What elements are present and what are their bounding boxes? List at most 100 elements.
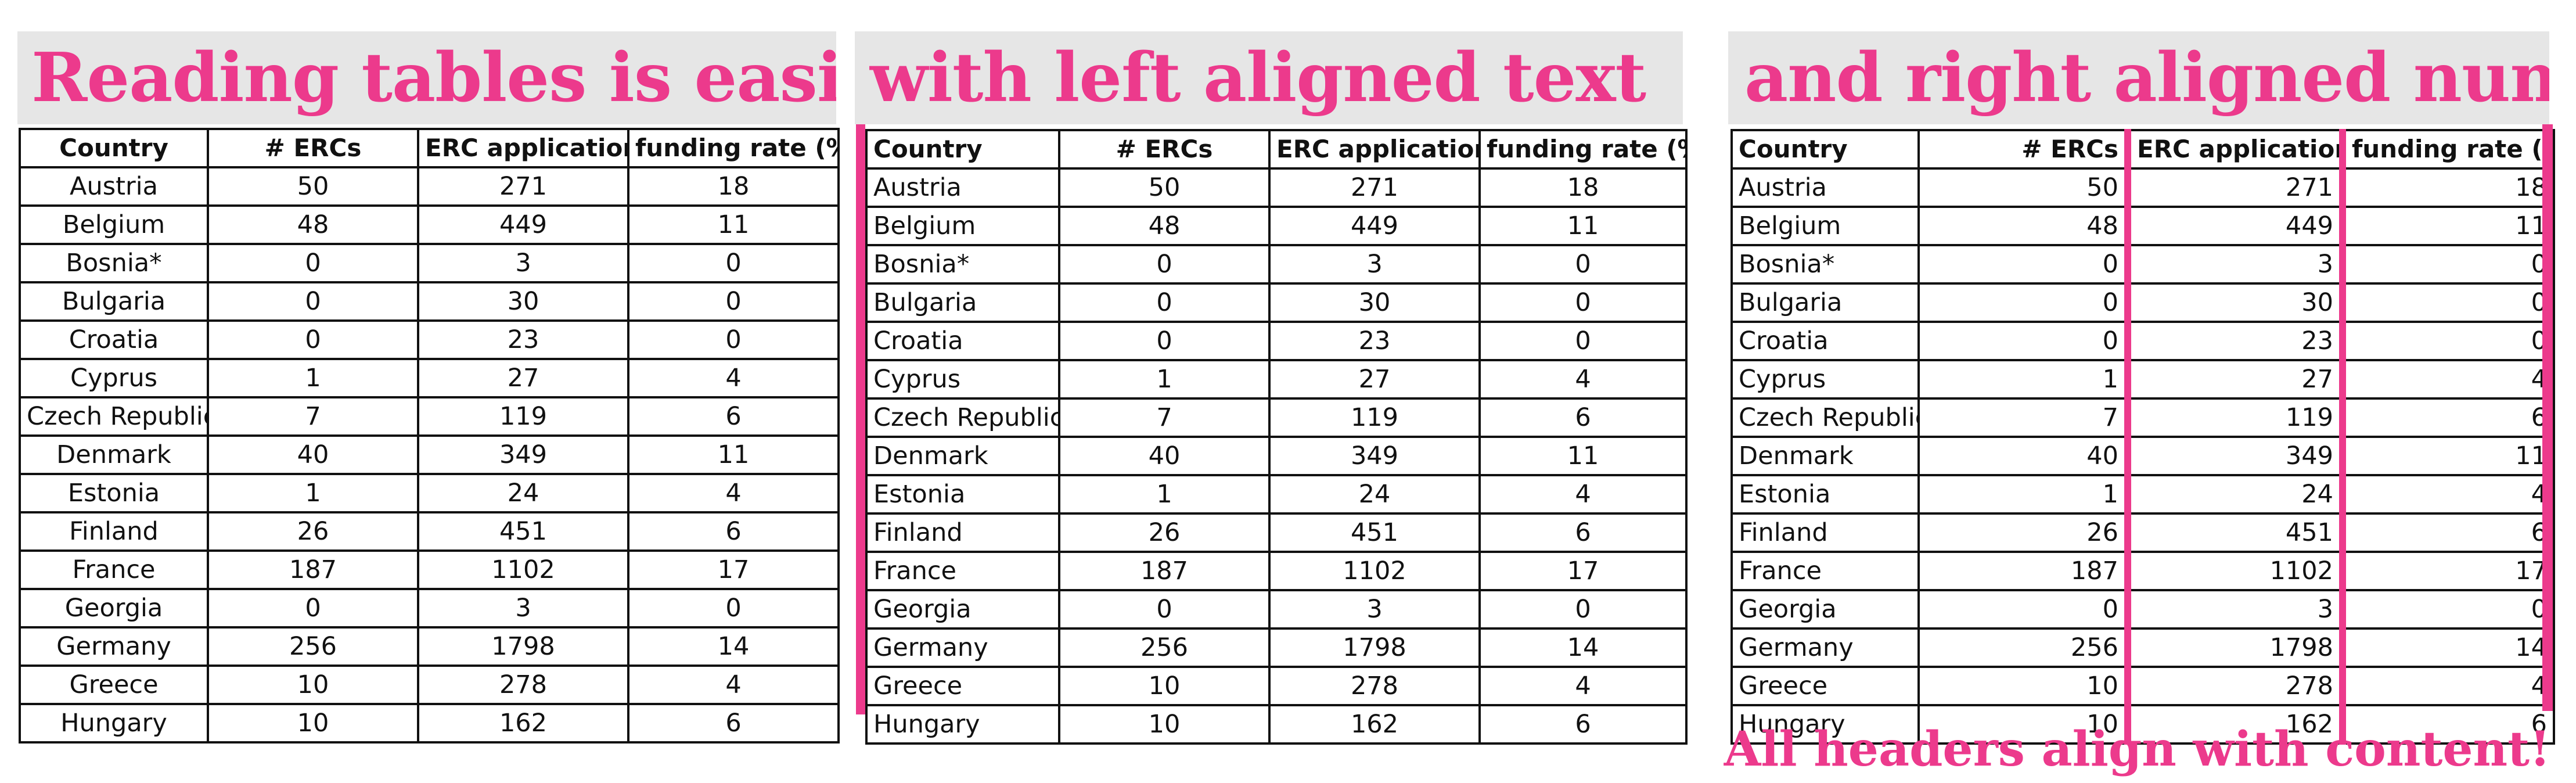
value-cell: 1102 (2127, 551, 2346, 591)
value-cell: 449 (417, 204, 629, 245)
country-cell: Georgia (1730, 589, 1920, 630)
value-cell: 162 (2127, 704, 2346, 745)
value-cell: 349 (417, 434, 629, 475)
value-cell: 0 (2341, 282, 2555, 323)
value-cell: 6 (1478, 704, 1688, 745)
value-cell: 48 (207, 204, 419, 245)
country-cell: Georgia (865, 589, 1060, 630)
country-cell: Bulgaria (865, 282, 1060, 323)
country-cell: Bosnia* (19, 243, 209, 283)
value-cell: 271 (417, 166, 629, 207)
value-cell: 119 (1268, 397, 1481, 438)
value-cell: 271 (1268, 167, 1481, 208)
value-cell: 7 (1058, 397, 1271, 438)
table-row: Croatia 0 23 0 (865, 321, 1688, 361)
country-cell: Czech Republic (19, 396, 209, 437)
headline-right: and right aligned numbers. (1728, 31, 2549, 124)
value-cell: 0 (2341, 321, 2555, 361)
country-cell: Greece (865, 666, 1060, 706)
value-cell: 11 (2341, 206, 2555, 246)
value-cell: 119 (2127, 397, 2346, 438)
value-cell: 30 (2127, 282, 2346, 323)
country-cell: Cyprus (865, 359, 1060, 400)
table-row: Croatia 0 23 0 (19, 319, 840, 360)
value-cell: 256 (1917, 627, 2131, 668)
table-row: Georgia 0 3 0 (19, 588, 840, 628)
table-row: Georgia 0 3 0 (1730, 589, 2555, 630)
headline-middle: with left aligned text (855, 31, 1683, 124)
value-cell: 0 (1478, 589, 1688, 630)
value-cell: 451 (2127, 512, 2346, 553)
country-cell: France (1730, 551, 1920, 591)
table-row: Greece 10 278 4 (19, 665, 840, 705)
value-cell: 6 (1478, 397, 1688, 438)
value-cell: 451 (417, 511, 629, 552)
country-cell: Finland (865, 512, 1060, 553)
value-cell: 0 (627, 588, 840, 628)
country-cell: Croatia (19, 319, 209, 360)
value-cell: 4 (2341, 474, 2555, 515)
table-row: Czech Republic 7 119 6 (19, 396, 840, 437)
table-row: Hungary 10 162 6 (1730, 704, 2555, 745)
value-cell: 119 (417, 396, 629, 437)
value-cell: 11 (1478, 206, 1688, 246)
value-cell: 1 (1058, 359, 1271, 400)
value-cell: 0 (1478, 244, 1688, 285)
country-cell: Austria (19, 166, 209, 207)
value-cell: 0 (207, 281, 419, 322)
column-header: Country (865, 129, 1060, 170)
value-cell: 4 (2341, 666, 2555, 706)
value-cell: 50 (207, 166, 419, 207)
country-cell: Czech Republic (865, 397, 1060, 438)
value-cell: 23 (417, 319, 629, 360)
table-row: Finland 26 451 6 (865, 512, 1688, 553)
value-cell: 451 (1268, 512, 1481, 553)
country-cell: Belgium (865, 206, 1060, 246)
country-cell: Croatia (1730, 321, 1920, 361)
value-cell: 0 (1058, 321, 1271, 361)
country-cell: Denmark (1730, 436, 1920, 476)
value-cell: 271 (2127, 167, 2346, 208)
value-cell: 50 (1058, 167, 1271, 208)
table-row: Cyprus 1 27 4 (19, 358, 840, 398)
value-cell: 7 (1917, 397, 2131, 438)
table-row: Cyprus 1 27 4 (1730, 359, 2555, 400)
value-cell: 6 (627, 703, 840, 744)
value-cell: 40 (1917, 436, 2131, 476)
value-cell: 256 (1058, 627, 1271, 668)
value-cell: 14 (627, 626, 840, 667)
value-cell: 162 (417, 703, 629, 744)
value-cell: 3 (417, 588, 629, 628)
value-cell: 6 (1478, 512, 1688, 553)
value-cell: 27 (2127, 359, 2346, 400)
value-cell: 1798 (1268, 627, 1481, 668)
value-cell: 48 (1917, 206, 2131, 246)
value-cell: 0 (1917, 321, 2131, 361)
table-row: Hungary 10 162 6 (865, 704, 1688, 745)
country-cell: Germany (1730, 627, 1920, 668)
value-cell: 0 (207, 243, 419, 283)
table-row: Hungary 10 162 6 (19, 703, 840, 744)
table-row: Bulgaria 0 30 0 (865, 282, 1688, 323)
country-cell: Hungary (1730, 704, 1920, 745)
country-cell: Germany (19, 626, 209, 667)
value-cell: 26 (207, 511, 419, 552)
column-header: # ERCs (1058, 129, 1271, 170)
right-edge-accent-bar (2542, 124, 2553, 711)
country-cell: Bosnia* (865, 244, 1060, 285)
table-row: Cyprus 1 27 4 (865, 359, 1688, 400)
country-cell: Austria (1730, 167, 1920, 208)
column-header: Country (19, 128, 209, 168)
country-cell: Denmark (865, 436, 1060, 476)
value-cell: 162 (1268, 704, 1481, 745)
table-row: Austria 50 271 18 (865, 167, 1688, 208)
value-cell: 10 (207, 703, 419, 744)
table-row: Greece 10 278 4 (865, 666, 1688, 706)
value-cell: 187 (1058, 551, 1271, 591)
table-row: France 187 1102 17 (19, 549, 840, 590)
value-cell: 0 (2341, 589, 2555, 630)
value-cell: 24 (2127, 474, 2346, 515)
